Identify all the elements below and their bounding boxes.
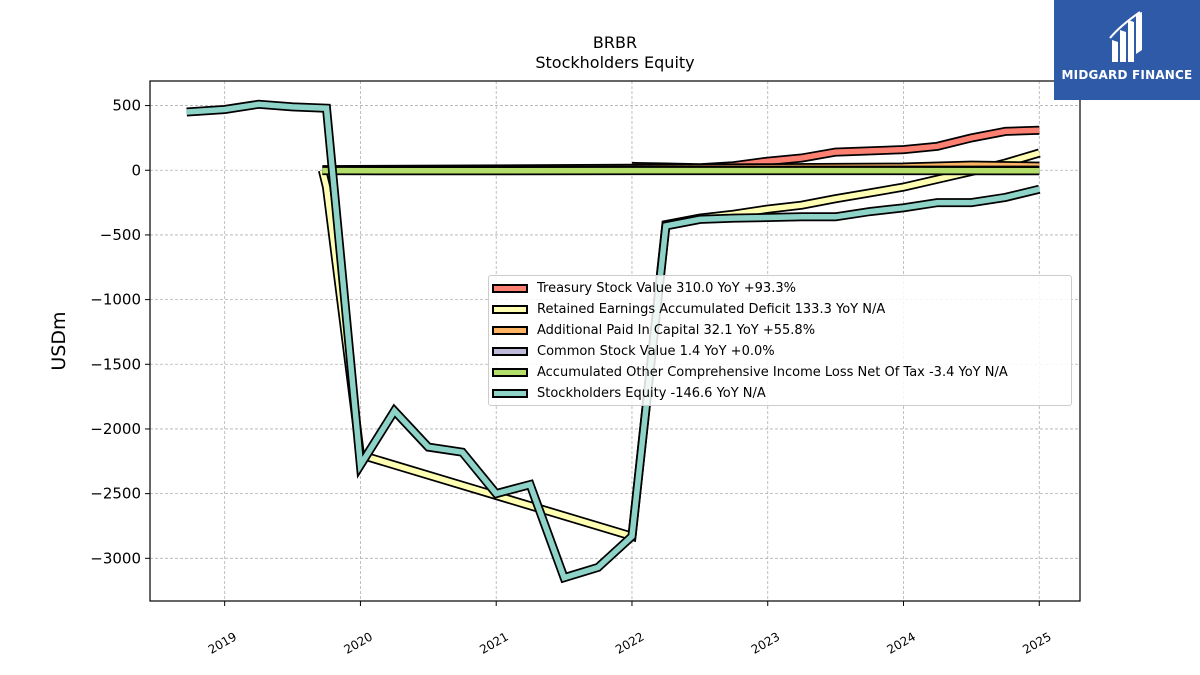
y-tick-label: −1000 xyxy=(90,291,141,309)
legend-label: Accumulated Other Comprehensive Income L… xyxy=(537,365,1008,380)
series-line xyxy=(186,99,1041,584)
midgard-finance-logo: MIDGARD FINANCE xyxy=(1054,0,1200,100)
x-tick-label: 2021 xyxy=(477,629,510,656)
x-tick-label: 2024 xyxy=(885,629,918,656)
y-axis-label: USDm xyxy=(48,311,70,370)
legend-item: Retained Earnings Accumulated Deficit 13… xyxy=(492,300,1068,320)
legend-label: Common Stock Value 1.4 YoY +0.0% xyxy=(537,344,775,359)
x-tick-label: 2023 xyxy=(749,629,782,656)
legend: Treasury Stock Value 310.0 YoY +93.3% Ret… xyxy=(488,275,1072,406)
legend-item: Common Stock Value 1.4 YoY +0.0% xyxy=(492,342,1068,362)
legend-swatch xyxy=(492,389,528,398)
y-tick-label: −1500 xyxy=(90,355,141,373)
legend-label: Stockholders Equity -146.6 YoY N/A xyxy=(537,386,766,401)
legend-item: Additional Paid In Capital 32.1 YoY +55.… xyxy=(492,321,1068,341)
legend-item: Accumulated Other Comprehensive Income L… xyxy=(492,363,1068,383)
x-tick-label: 2020 xyxy=(341,629,374,656)
legend-item: Treasury Stock Value 310.0 YoY +93.3% xyxy=(492,279,1068,299)
y-tick-label: −3000 xyxy=(90,549,141,567)
chart-subtitle: Stockholders Equity xyxy=(535,53,695,72)
plot-frame xyxy=(149,80,1081,602)
legend-item: Stockholders Equity -146.6 YoY N/A xyxy=(492,384,1068,404)
series-lines xyxy=(186,99,1041,584)
y-tick-label: −500 xyxy=(100,226,141,244)
y-tick-label: −2500 xyxy=(90,485,141,503)
logo-text: MIDGARD FINANCE xyxy=(1061,68,1193,82)
legend-swatch xyxy=(492,284,528,293)
legend-label: Additional Paid In Capital 32.1 YoY +55.… xyxy=(537,323,816,338)
x-tick-label: 2025 xyxy=(1020,629,1053,656)
series-line-fill xyxy=(186,101,1040,582)
legend-swatch xyxy=(492,368,528,377)
legend-label: Treasury Stock Value 310.0 YoY +93.3% xyxy=(537,281,796,296)
legend-swatch xyxy=(492,305,528,314)
legend-swatch xyxy=(492,347,528,356)
chart-title: BRBR xyxy=(592,33,638,52)
legend-swatch xyxy=(492,326,528,335)
x-tick-label: 2019 xyxy=(206,629,239,656)
legend-label: Retained Earnings Accumulated Deficit 13… xyxy=(537,302,886,317)
logo-mark-icon xyxy=(1109,11,1142,62)
y-tick-label: 0 xyxy=(131,161,141,179)
y-tick-label: 500 xyxy=(112,97,141,115)
x-tick-label: 2022 xyxy=(613,629,646,656)
y-tick-label: −2000 xyxy=(90,420,141,438)
